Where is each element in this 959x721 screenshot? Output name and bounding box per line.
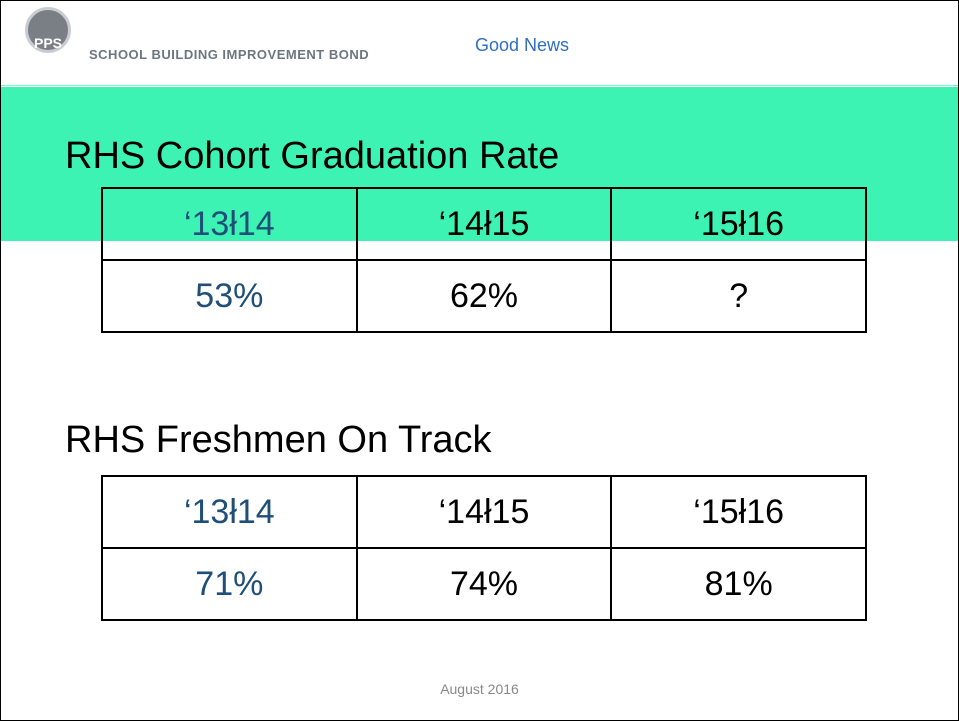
section-title: RHS Freshmen On Track	[65, 419, 492, 461]
slide-header: Good News	[475, 35, 570, 55]
bond-name: SCHOOL BUILDING IMPROVEMENT BOND	[89, 47, 370, 62]
section-title: RHS Cohort Graduation Rate	[65, 135, 560, 177]
table: ‘13ł14 ‘14ł15 ‘15ł16 53% 62% ?	[101, 187, 867, 333]
logo: PPS	[25, 7, 71, 53]
header-cell: ‘14ł15	[355, 187, 613, 261]
cell: 81%	[610, 547, 867, 621]
header-cell: ‘13ł14	[101, 475, 358, 549]
cell: 62%	[355, 259, 613, 333]
header-cell: ‘15ł16	[610, 475, 867, 549]
cell: 53%	[101, 259, 358, 333]
cell: ?	[610, 259, 867, 333]
header-line	[1, 85, 958, 86]
table: ‘13ł14 ‘14ł15 ‘15ł16 71% 74% 81%	[101, 475, 867, 621]
footer: August 2016	[440, 681, 519, 697]
cell: 71%	[101, 547, 358, 621]
cell: 74%	[355, 547, 613, 621]
header-cell: ‘13ł14	[101, 187, 358, 261]
header-cell: ‘15ł16	[610, 187, 867, 261]
header-cell: ‘14ł15	[355, 475, 613, 549]
